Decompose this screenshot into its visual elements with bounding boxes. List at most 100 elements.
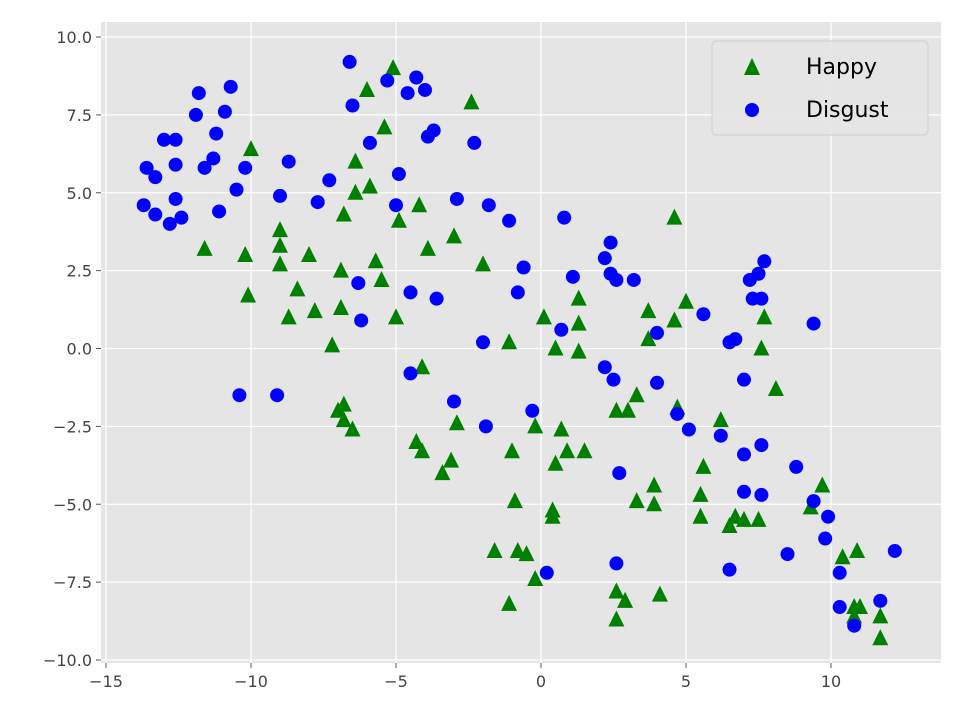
point-happy <box>535 308 552 325</box>
point-happy <box>651 585 668 602</box>
point-happy <box>617 591 634 608</box>
point-disgust <box>362 135 377 150</box>
point-happy <box>553 420 570 437</box>
point-happy <box>849 541 866 558</box>
point-happy <box>243 140 259 157</box>
point-happy <box>306 302 323 319</box>
point-disgust <box>418 82 432 97</box>
point-disgust <box>737 372 751 387</box>
point-disgust <box>737 447 751 462</box>
point-happy <box>324 336 341 353</box>
point-disgust <box>609 272 624 287</box>
point-disgust <box>722 562 737 577</box>
point-disgust <box>403 285 418 300</box>
point-disgust <box>310 195 325 210</box>
point-happy <box>367 252 384 269</box>
point-disgust <box>206 151 221 166</box>
point-happy <box>872 607 889 624</box>
point-disgust <box>754 487 769 502</box>
point-happy <box>570 314 587 331</box>
point-disgust <box>728 332 743 347</box>
point-happy <box>359 80 375 97</box>
point-disgust <box>696 307 711 322</box>
x-tick-label: 5 <box>681 672 691 691</box>
point-happy <box>576 442 593 459</box>
point-happy <box>846 607 863 624</box>
point-disgust <box>400 86 415 101</box>
y-tick-label: −10.0 <box>43 651 92 670</box>
point-disgust <box>162 216 177 231</box>
point-happy <box>666 208 683 225</box>
point-disgust <box>342 54 357 69</box>
point-happy <box>570 342 587 359</box>
point-happy <box>446 227 462 244</box>
point-happy <box>666 311 683 328</box>
point-disgust <box>713 428 728 443</box>
point-happy <box>559 442 576 459</box>
point-disgust <box>281 154 296 169</box>
point-disgust <box>650 375 664 390</box>
point-disgust <box>757 254 772 269</box>
point-happy <box>721 517 738 534</box>
point-disgust <box>168 132 183 147</box>
point-happy <box>608 610 625 627</box>
point-disgust <box>476 335 490 350</box>
y-tick-label: 5.0 <box>67 184 92 203</box>
point-disgust <box>606 372 621 387</box>
axis-ticks: −15 −10 −5 0 5 10 −10.0 −7.5 −5.0 −2.5 0.0 2.5 5.0 7.… <box>43 28 841 691</box>
point-disgust <box>557 210 572 225</box>
point-disgust <box>136 198 151 213</box>
point-disgust <box>789 459 804 474</box>
point-disgust <box>806 494 821 509</box>
point-disgust <box>887 543 902 558</box>
point-happy <box>448 414 465 431</box>
point-happy <box>335 411 352 428</box>
point-disgust <box>603 235 618 250</box>
y-tick-label: 10.0 <box>56 28 92 47</box>
point-disgust <box>806 316 821 331</box>
x-tick-label: −10 <box>234 672 268 691</box>
point-happy <box>509 541 526 558</box>
point-happy <box>414 442 431 459</box>
point-happy <box>712 411 729 428</box>
point-disgust <box>609 556 624 571</box>
point-disgust <box>380 73 395 88</box>
point-happy <box>335 395 352 412</box>
point-disgust <box>351 276 366 291</box>
point-disgust <box>478 419 493 434</box>
point-happy <box>628 386 645 403</box>
point-happy <box>408 432 425 449</box>
point-happy <box>390 211 407 228</box>
point-disgust <box>565 269 580 284</box>
point-happy <box>486 541 503 558</box>
point-happy <box>692 485 709 502</box>
legend-label-disgust: Disgust <box>806 98 889 123</box>
point-disgust <box>389 198 403 213</box>
point-disgust <box>322 173 337 188</box>
point-disgust <box>223 79 238 94</box>
point-happy <box>608 401 625 418</box>
point-disgust <box>847 618 862 633</box>
point-disgust <box>217 104 232 119</box>
point-disgust <box>273 188 287 203</box>
point-disgust <box>197 160 212 175</box>
point-disgust <box>447 394 461 409</box>
point-happy <box>695 457 712 474</box>
y-tick-label: 0.0 <box>67 340 92 359</box>
point-disgust <box>754 291 769 306</box>
point-happy <box>620 401 636 418</box>
point-happy <box>385 59 402 76</box>
point-happy <box>628 492 645 509</box>
point-happy <box>344 420 361 437</box>
point-disgust <box>232 388 247 403</box>
y-tick-label: 2.5 <box>67 262 92 281</box>
point-happy <box>272 255 288 272</box>
point-happy <box>301 246 317 263</box>
point-happy <box>501 333 518 350</box>
point-disgust <box>403 366 418 381</box>
point-disgust <box>157 132 171 147</box>
point-happy <box>692 507 709 524</box>
point-disgust <box>597 360 612 375</box>
point-happy <box>347 152 364 169</box>
point-disgust <box>626 272 641 287</box>
